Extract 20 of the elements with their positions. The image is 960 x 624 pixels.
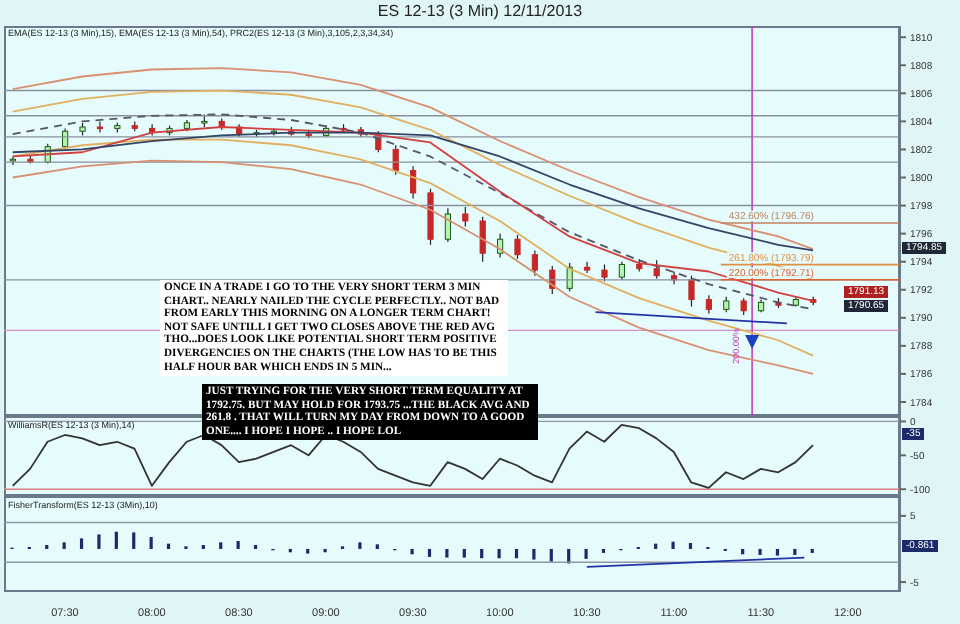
candlestick <box>583 261 591 274</box>
candlestick <box>462 206 469 228</box>
line-series <box>11 89 814 281</box>
candlestick <box>479 216 486 263</box>
candlestick <box>427 188 434 246</box>
candlestick <box>410 165 417 200</box>
line-series <box>11 159 814 375</box>
line-series <box>11 131 814 252</box>
candlestick <box>618 261 625 281</box>
candlestick <box>392 144 399 176</box>
chart-title: ES 12-13 (3 Min) 12/11/2013 <box>375 2 585 20</box>
candlestick <box>444 207 451 243</box>
candlestick <box>705 294 712 315</box>
candlestick <box>653 259 660 280</box>
candlestick <box>514 234 521 260</box>
candlestick <box>96 120 104 134</box>
candlestick <box>531 249 538 277</box>
candlestick <box>688 275 695 308</box>
line-series <box>11 423 814 489</box>
line-series <box>11 67 814 250</box>
